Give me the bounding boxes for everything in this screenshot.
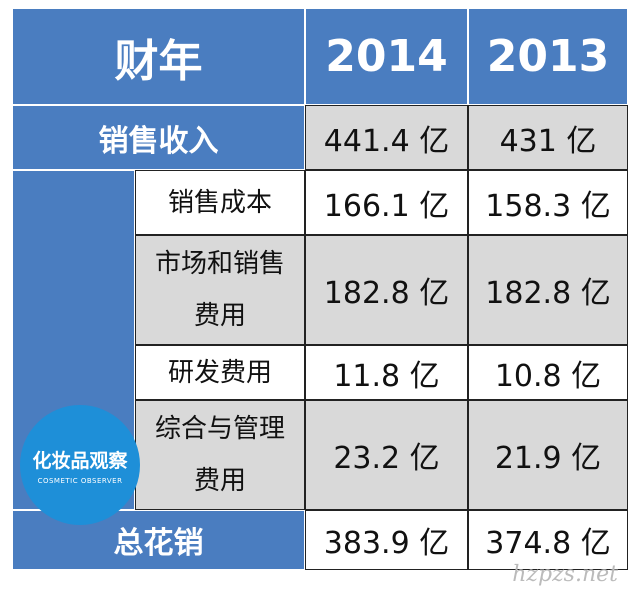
value-cell: 441.4 亿	[305, 105, 468, 170]
value-cell: 431 亿	[468, 105, 628, 170]
value-cell: 158.3 亿	[468, 170, 628, 235]
header-cell: 2014	[305, 8, 468, 105]
row-label: 综合与管理费用	[135, 400, 305, 510]
row-label: 销售收入	[12, 105, 305, 170]
value-cell: 374.8 亿	[468, 510, 628, 570]
header-cell: 2013	[468, 8, 628, 105]
logo-subtitle: COSMETIC OBSERVER	[37, 476, 123, 485]
value-cell: 182.8 亿	[305, 235, 468, 345]
watermark: hzpzs.net	[512, 562, 618, 587]
row-label: 市场和销售费用	[135, 235, 305, 345]
header-cell: 财年	[12, 8, 305, 105]
value-cell: 10.8 亿	[468, 345, 628, 400]
value-cell: 182.8 亿	[468, 235, 628, 345]
logo-title: 化妆品观察	[32, 449, 128, 472]
value-cell: 11.8 亿	[305, 345, 468, 400]
value-cell: 383.9 亿	[305, 510, 468, 570]
value-cell: 23.2 亿	[305, 400, 468, 510]
logo: 化妆品观察 COSMETIC OBSERVER	[20, 405, 140, 525]
row-label: 研发费用	[135, 345, 305, 400]
row-label: 销售成本	[135, 170, 305, 235]
value-cell: 21.9 亿	[468, 400, 628, 510]
value-cell: 166.1 亿	[305, 170, 468, 235]
